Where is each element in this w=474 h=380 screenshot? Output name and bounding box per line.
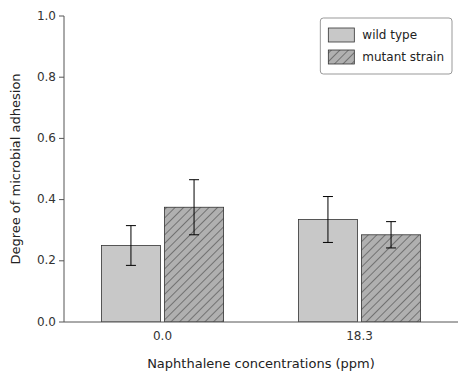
- y-axis-title: Degree of microbial adhesion: [8, 73, 23, 264]
- x-tick-label: 0.0: [153, 329, 172, 343]
- error-cap: [126, 265, 136, 266]
- error-bars: [126, 180, 396, 266]
- y-axis-line: [64, 16, 65, 322]
- y-tick: [59, 77, 64, 78]
- error-cap: [189, 234, 199, 235]
- legend-swatch-hatch: [328, 50, 354, 64]
- y-tick: [59, 16, 64, 17]
- y-tick-label: 0.2: [37, 253, 56, 267]
- error-bar: [189, 180, 199, 235]
- error-stem: [391, 222, 392, 248]
- y-tick: [59, 260, 64, 261]
- x-axis: 0.0 18.3: [64, 322, 458, 343]
- chart: 0.0 0.2 0.4 0.6 0.8 1.0 0.0 18.3 Naphthalene con…: [0, 0, 474, 380]
- legend-swatch: [328, 28, 354, 42]
- error-stem: [194, 180, 195, 235]
- x-axis-line: [64, 322, 458, 323]
- y-tick-label: 0.8: [37, 70, 56, 84]
- legend: wild type mutant strain: [320, 18, 452, 74]
- error-stem: [327, 197, 328, 243]
- legend-label: wild type: [362, 28, 417, 42]
- y-tick: [59, 199, 64, 200]
- error-cap: [386, 221, 396, 222]
- y-tick-label: 0.0: [37, 315, 56, 329]
- error-cap: [323, 242, 333, 243]
- error-cap: [189, 179, 199, 180]
- legend-box: [320, 18, 452, 74]
- error-bar: [323, 197, 333, 243]
- y-axis: 0.0 0.2 0.4 0.6 0.8 1.0: [37, 9, 64, 329]
- legend-label: mutant strain: [362, 50, 444, 64]
- y-tick-label: 0.4: [37, 192, 56, 206]
- y-tick-label: 1.0: [37, 9, 56, 23]
- y-tick: [59, 322, 64, 323]
- x-tick-label: 18.3: [346, 329, 373, 343]
- error-cap: [386, 247, 396, 248]
- error-cap: [323, 196, 333, 197]
- bar-hatch: [362, 235, 421, 322]
- y-tick-label: 0.6: [37, 131, 56, 145]
- legend-swatch: [328, 50, 354, 64]
- error-bar: [386, 222, 396, 248]
- error-stem: [130, 226, 131, 266]
- y-tick: [59, 138, 64, 139]
- error-bar: [126, 226, 136, 266]
- bars: [101, 207, 420, 322]
- x-axis-title: Naphthalene concentrations (ppm): [147, 356, 375, 371]
- error-cap: [126, 225, 136, 226]
- bar: [362, 235, 421, 322]
